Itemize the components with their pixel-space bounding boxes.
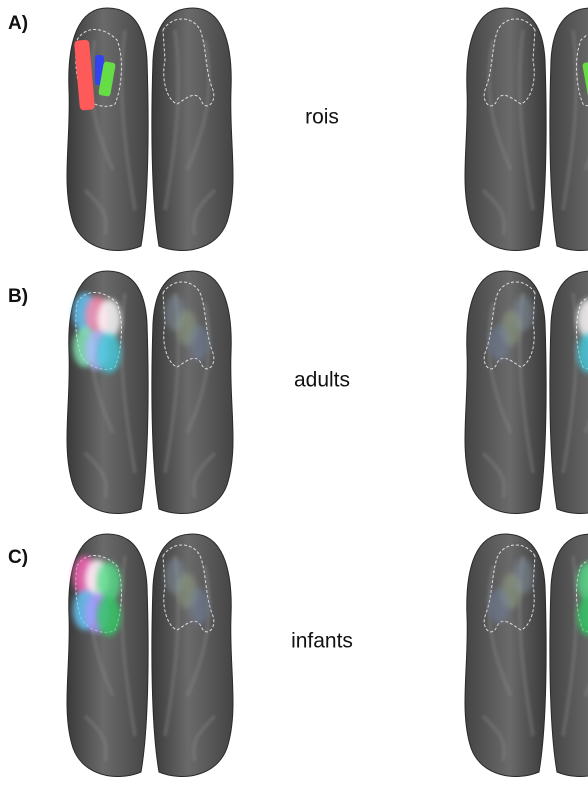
roi-blob — [98, 61, 116, 97]
activation-blob — [577, 299, 588, 339]
gyrus — [83, 714, 109, 762]
gyrus — [83, 188, 109, 236]
gyrus — [191, 451, 217, 499]
hemisphere — [549, 533, 588, 778]
panel-caption: infants — [291, 630, 353, 653]
panel-label: B) — [8, 286, 28, 307]
brain-pair — [66, 7, 234, 252]
gyrus — [185, 565, 211, 697]
activation-blob — [97, 596, 121, 636]
gyrus — [163, 29, 181, 211]
gyrus — [481, 451, 507, 499]
gyrus — [119, 29, 137, 211]
gyrus — [517, 29, 535, 211]
gyrus — [561, 29, 579, 211]
gyrus — [487, 302, 513, 434]
hemisphere — [549, 7, 588, 252]
roi-blob — [74, 39, 95, 111]
gyrus — [191, 714, 217, 762]
activation-blob — [577, 596, 588, 636]
panel-label: C) — [8, 547, 28, 568]
activation-blob — [97, 333, 121, 373]
activation-blob — [189, 325, 209, 361]
gyrus — [89, 39, 115, 171]
roi-outline — [576, 33, 588, 107]
activation-blob — [97, 562, 121, 602]
activation-blob — [577, 562, 588, 602]
roi-blob — [582, 61, 588, 97]
activation-blob — [489, 588, 509, 624]
gyrus — [185, 302, 211, 434]
gyrus — [561, 555, 579, 737]
gyrus — [83, 451, 109, 499]
brain-pair — [66, 270, 234, 515]
gyrus — [119, 555, 137, 737]
gyrus — [481, 188, 507, 236]
panel-caption: rois — [305, 106, 339, 129]
gyrus — [481, 714, 507, 762]
panel-caption: adults — [294, 369, 350, 392]
brain-pair — [464, 533, 588, 778]
brain-pair — [464, 7, 588, 252]
gyrus — [119, 292, 137, 474]
gyrus — [191, 188, 217, 236]
activation-blob — [577, 333, 588, 373]
activation-blob — [97, 299, 121, 339]
hemisphere — [549, 270, 588, 515]
brain-pair — [464, 270, 588, 515]
activation-blob — [189, 588, 209, 624]
brain-pair — [66, 533, 234, 778]
gyrus — [561, 292, 579, 474]
activation-blob — [489, 325, 509, 361]
gyrus — [487, 39, 513, 171]
gyrus — [487, 565, 513, 697]
gyrus — [185, 39, 211, 171]
panel-label: A) — [8, 13, 28, 34]
